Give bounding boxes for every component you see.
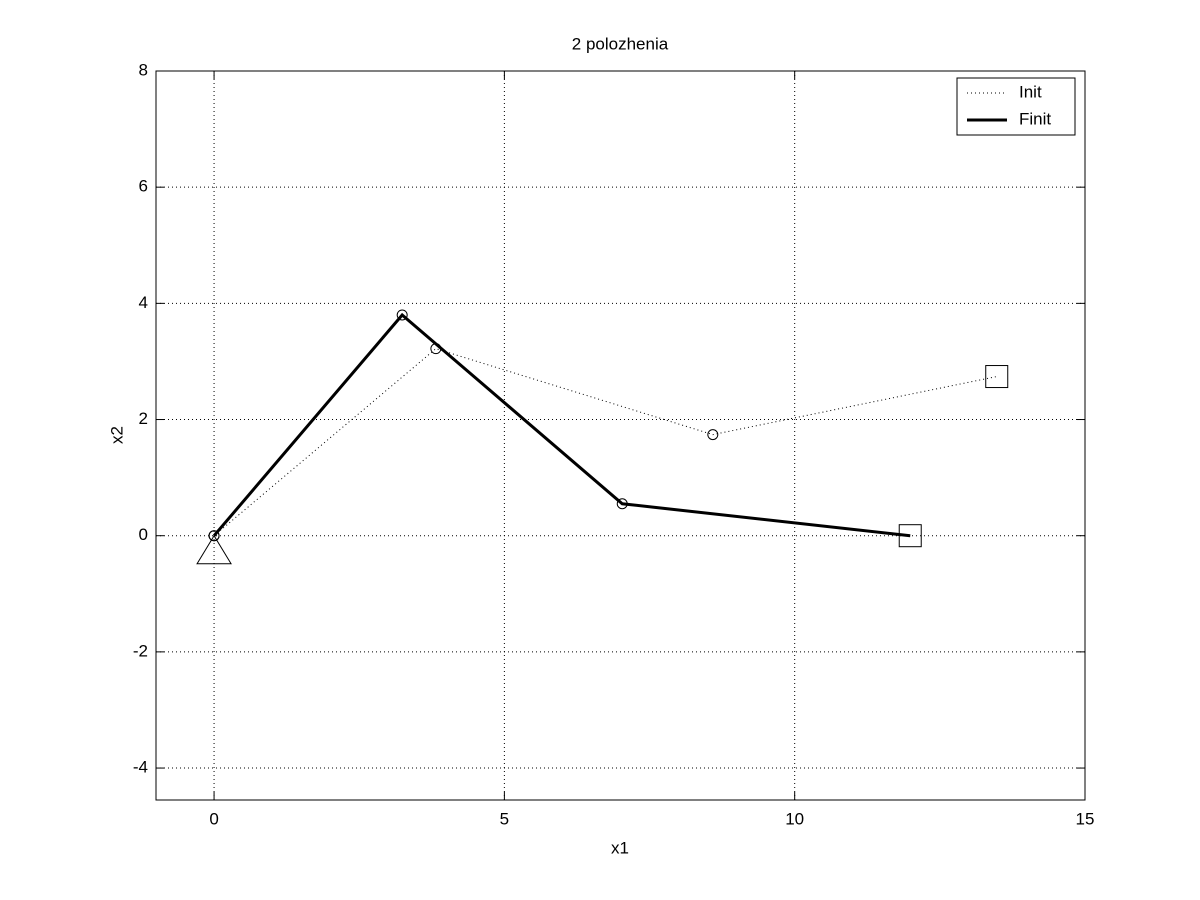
y-tick-label: 6 <box>139 177 148 196</box>
joint-marker <box>208 530 220 542</box>
x-axis-label: x1 <box>611 838 629 857</box>
y-tick-label: 2 <box>139 409 148 428</box>
legend-box <box>956 77 1076 136</box>
y-tick-label: -4 <box>133 758 148 777</box>
joint-marker <box>616 498 628 510</box>
plot-frame <box>155 70 1086 801</box>
end-marker <box>985 365 1009 389</box>
legend-label: Init <box>1019 82 1042 101</box>
x-tick-label: 0 <box>209 809 218 828</box>
joint-marker <box>396 309 408 321</box>
y-axis-label: x2 <box>107 426 126 444</box>
end-marker <box>898 524 922 548</box>
joint-marker <box>707 429 719 441</box>
y-tick-label: 0 <box>139 525 148 544</box>
x-tick-label: 15 <box>1076 809 1095 828</box>
chart-title: 2 polozhenia <box>572 34 669 53</box>
y-tick-label: 8 <box>139 60 148 79</box>
x-tick-label: 5 <box>500 809 509 828</box>
x-tick-label: 10 <box>785 809 804 828</box>
y-tick-label: 4 <box>139 293 148 312</box>
series-line <box>212 312 911 538</box>
y-tick-label: -2 <box>133 641 148 660</box>
base-marker <box>196 534 232 565</box>
legend-label: Finit <box>1019 109 1051 128</box>
